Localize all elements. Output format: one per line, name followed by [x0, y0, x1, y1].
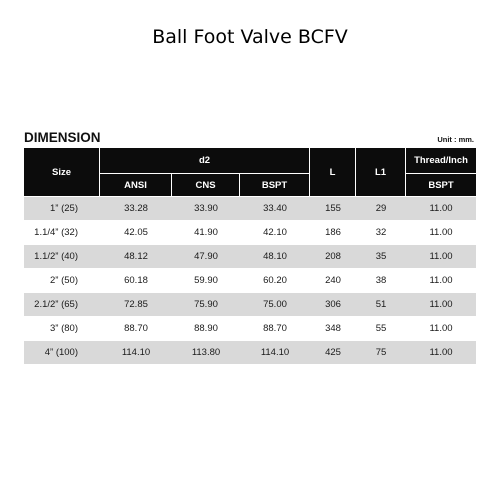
- cell-l1: 55: [356, 317, 406, 341]
- cell-l1: 32: [356, 221, 406, 245]
- cell-cns: 59.90: [172, 269, 240, 293]
- cell-thread: 11.00: [406, 317, 476, 341]
- table-row: 1” (25) 33.28 33.90 33.40 155 29 11.00: [24, 197, 476, 221]
- cell-cns: 33.90: [172, 197, 240, 221]
- cell-l: 240: [310, 269, 356, 293]
- cell-bspt: 88.70: [240, 317, 310, 341]
- cell-bspt: 60.20: [240, 269, 310, 293]
- header-thread-inch: Thread/Inch: [406, 148, 476, 174]
- cell-size: 2.1/2” (65): [24, 293, 100, 317]
- dimension-table: Size d2 L L1 Thread/Inch ANSI CNS BSPT B…: [24, 148, 476, 365]
- cell-bspt: 114.10: [240, 341, 310, 365]
- cell-cns: 113.80: [172, 341, 240, 365]
- cell-l1: 29: [356, 197, 406, 221]
- cell-thread: 11.00: [406, 293, 476, 317]
- cell-cns: 75.90: [172, 293, 240, 317]
- cell-size: 1” (25): [24, 197, 100, 221]
- dimension-heading: DIMENSION: [24, 130, 101, 145]
- header-l1: L1: [356, 148, 406, 197]
- table-row: 2” (50) 60.18 59.90 60.20 240 38 11.00: [24, 269, 476, 293]
- table-row: 1.1/2” (40) 48.12 47.90 48.10 208 35 11.…: [24, 245, 476, 269]
- cell-bspt: 33.40: [240, 197, 310, 221]
- cell-ansi: 33.28: [100, 197, 172, 221]
- cell-bspt: 42.10: [240, 221, 310, 245]
- cell-size: 4” (100): [24, 341, 100, 365]
- cell-thread: 11.00: [406, 269, 476, 293]
- header-l: L: [310, 148, 356, 197]
- cell-cns: 47.90: [172, 245, 240, 269]
- cell-ansi: 114.10: [100, 341, 172, 365]
- cell-ansi: 42.05: [100, 221, 172, 245]
- cell-l: 208: [310, 245, 356, 269]
- table-row: 1.1/4” (32) 42.05 41.90 42.10 186 32 11.…: [24, 221, 476, 245]
- header-ansi: ANSI: [100, 174, 172, 197]
- cell-thread: 11.00: [406, 221, 476, 245]
- cell-cns: 41.90: [172, 221, 240, 245]
- header-cns: CNS: [172, 174, 240, 197]
- cell-size: 1.1/2” (40): [24, 245, 100, 269]
- header-d2: d2: [100, 148, 310, 174]
- cell-ansi: 88.70: [100, 317, 172, 341]
- cell-ansi: 72.85: [100, 293, 172, 317]
- cell-l1: 51: [356, 293, 406, 317]
- page-title: Ball Foot Valve BCFV: [152, 26, 348, 48]
- table-row: 4” (100) 114.10 113.80 114.10 425 75 11.…: [24, 341, 476, 365]
- cell-thread: 11.00: [406, 197, 476, 221]
- table-row: 3” (80) 88.70 88.90 88.70 348 55 11.00: [24, 317, 476, 341]
- header-thread-bspt: BSPT: [406, 174, 476, 197]
- unit-label: Unit : mm.: [437, 135, 474, 144]
- cell-l: 425: [310, 341, 356, 365]
- cell-l: 348: [310, 317, 356, 341]
- cell-l: 186: [310, 221, 356, 245]
- cell-l1: 38: [356, 269, 406, 293]
- cell-ansi: 48.12: [100, 245, 172, 269]
- cell-l1: 35: [356, 245, 406, 269]
- cell-size: 2” (50): [24, 269, 100, 293]
- header-bspt: BSPT: [240, 174, 310, 197]
- cell-size: 3” (80): [24, 317, 100, 341]
- cell-bspt: 75.00: [240, 293, 310, 317]
- cell-bspt: 48.10: [240, 245, 310, 269]
- cell-l1: 75: [356, 341, 406, 365]
- cell-l: 155: [310, 197, 356, 221]
- cell-l: 306: [310, 293, 356, 317]
- cell-cns: 88.90: [172, 317, 240, 341]
- cell-size: 1.1/4” (32): [24, 221, 100, 245]
- cell-thread: 11.00: [406, 341, 476, 365]
- table-row: 2.1/2” (65) 72.85 75.90 75.00 306 51 11.…: [24, 293, 476, 317]
- cell-ansi: 60.18: [100, 269, 172, 293]
- cell-thread: 11.00: [406, 245, 476, 269]
- header-size: Size: [24, 148, 100, 197]
